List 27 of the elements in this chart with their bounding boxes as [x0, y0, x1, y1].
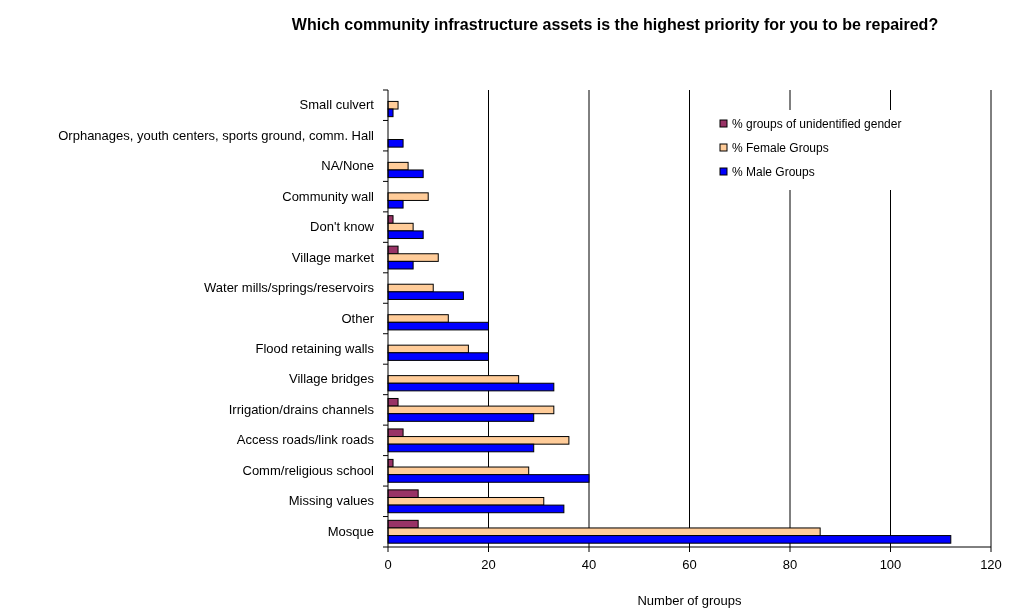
y-tick-label: Small culvert	[299, 97, 375, 113]
x-tick-label: 80	[782, 557, 798, 572]
legend-label: % Male Groups	[732, 165, 815, 179]
x-tick-label: 0	[384, 557, 392, 572]
y-tick-label: NA/None	[321, 158, 374, 174]
y-tick-label: Village market	[291, 249, 375, 265]
y-tick-label: Mosque	[327, 523, 374, 539]
x-tick-label: 120	[980, 557, 1002, 572]
y-tick-label: Access roads/link roads	[236, 432, 375, 448]
x-tick-label: 100	[879, 557, 902, 572]
y-tick-label: Community wall	[282, 188, 375, 204]
legend-label: % groups of unidentified gender	[732, 117, 902, 131]
y-tick-label: Flood retaining walls	[255, 340, 375, 356]
x-tick-label: 40	[581, 557, 597, 572]
y-tick-label: Don't know	[310, 219, 375, 235]
legend-label: % Female Groups	[732, 141, 829, 155]
y-tick-label: Missing values	[288, 493, 375, 509]
chart-title: Which community infrastructure assets is the highest priority for you to be repaired?	[291, 16, 939, 33]
x-tick-label: 60	[682, 557, 697, 572]
y-tick-label: Water mills/springs/reservoirs	[204, 280, 375, 296]
y-tick-label: Orphanages, youth centers, sports ground, comm. Hall	[58, 127, 375, 143]
y-tick-label: Irrigation/drains channels	[228, 401, 375, 417]
x-tick-label: 20	[481, 557, 496, 572]
x-axis-title: Number of groups	[637, 593, 743, 608]
y-tick-label: Village bridges	[288, 371, 375, 387]
y-tick-label: Other	[341, 310, 375, 326]
y-tick-label: Comm/religious school	[242, 462, 375, 478]
